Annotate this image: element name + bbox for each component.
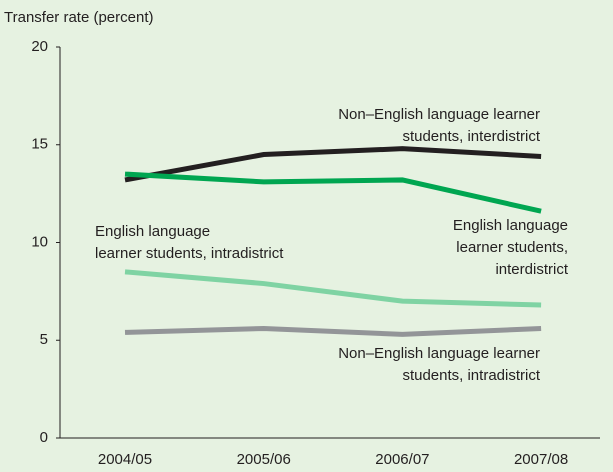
y-tick-label: 10 [31,233,48,250]
x-tick-label: 2005/06 [237,451,291,468]
y-tick-label: 15 [31,136,48,153]
annotation: Non–English language learner students, i… [338,345,540,384]
series-line [124,171,542,214]
x-tick-label: 2004/05 [98,451,152,468]
series-line [124,326,542,337]
y-tick-label: 20 [31,38,48,55]
y-tick-label: 0 [40,429,48,446]
y-tick-label: 5 [40,331,48,348]
y-axis-label: Transfer rate (percent) [4,9,154,26]
series-line [124,146,542,183]
x-tick-label: 2007/08 [514,451,568,468]
annotation: English language learner students, inter… [452,217,568,278]
x-tick-label: 2006/07 [375,451,429,468]
annotation: English language learner students, intra… [95,223,284,262]
annotation: Non–English language learner students, i… [338,106,540,145]
series-line [124,269,542,308]
